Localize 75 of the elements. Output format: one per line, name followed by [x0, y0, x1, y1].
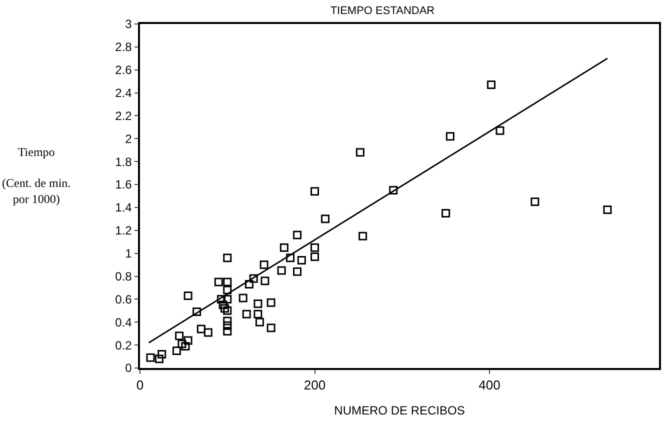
- point: [154, 354, 164, 364]
- y-tick-label: 0.2: [115, 338, 132, 352]
- point: [496, 126, 504, 135]
- text: Tiempo (Cent. de min. por 1000): [2, 145, 71, 206]
- point: [204, 328, 212, 337]
- point: [218, 300, 228, 310]
- point: [297, 256, 306, 264]
- point: [255, 318, 264, 326]
- y-tick-label: 2.2: [115, 108, 132, 123]
- point: [175, 332, 184, 340]
- x-tick-label: 400: [478, 377, 500, 392]
- point: [286, 254, 295, 262]
- point: [254, 310, 262, 318]
- point: [356, 148, 364, 157]
- point: [249, 274, 258, 283]
- point: [442, 208, 450, 218]
- point: [178, 340, 186, 348]
- x-tick-label: 200: [304, 377, 326, 392]
- y-tick-label: 3: [125, 17, 132, 32]
- point: [223, 278, 232, 286]
- point: [196, 324, 206, 334]
- chart-title: TIEMPO ESTANDAR: [330, 5, 435, 18]
- y-tick-label: 0: [125, 361, 132, 376]
- point: [277, 266, 286, 275]
- point: [184, 336, 192, 345]
- y-tick-label: 2: [125, 132, 132, 146]
- point: [603, 206, 612, 214]
- y-tick-label: 0.4: [115, 315, 132, 330]
- point: [238, 294, 248, 302]
- point: [242, 310, 251, 318]
- y-tick-label: 1.2: [115, 224, 132, 238]
- y-tick-label: 2.8: [115, 40, 132, 54]
- y-tick-label: 0.8: [115, 269, 132, 284]
- point: [158, 350, 166, 358]
- point: [280, 243, 288, 252]
- point: [244, 280, 254, 289]
- point: [310, 252, 319, 262]
- y-tick-label: 0.6: [115, 292, 132, 306]
- point: [223, 294, 232, 304]
- point: [214, 278, 223, 286]
- x-tick-label: 0: [136, 377, 144, 392]
- point: [223, 321, 232, 330]
- point: [223, 286, 232, 294]
- point: [220, 304, 229, 313]
- point: [260, 276, 270, 286]
- y-tick-label: 1.8: [115, 154, 132, 169]
- point: [530, 197, 540, 206]
- point: [486, 80, 496, 90]
- y-tick-label: 1.6: [115, 178, 132, 192]
- point: [446, 132, 454, 141]
- point: [293, 230, 302, 240]
- point: [146, 353, 155, 362]
- point: [223, 316, 232, 326]
- point: [172, 346, 181, 356]
- point: [310, 187, 319, 196]
- point: [389, 186, 398, 195]
- point: [192, 308, 202, 316]
- point: [223, 306, 232, 315]
- point: [266, 298, 276, 307]
- point: [310, 243, 319, 252]
- x-axis-title: NUMERO DE RECIBOS: [334, 404, 465, 418]
- point: [181, 342, 190, 350]
- point: [184, 292, 192, 300]
- point: [293, 267, 302, 276]
- y-tick-label: 2.6: [115, 63, 132, 78]
- point: [260, 260, 268, 270]
- y-tick-label: 1.4: [115, 200, 132, 215]
- point: [223, 254, 232, 262]
- point: [266, 324, 276, 332]
- point: [358, 232, 368, 240]
- point: [254, 300, 262, 308]
- point: [223, 327, 232, 336]
- y-tick-label: 2.4: [115, 86, 132, 100]
- point: [320, 214, 330, 224]
- y-tick-label: 1: [125, 246, 132, 261]
